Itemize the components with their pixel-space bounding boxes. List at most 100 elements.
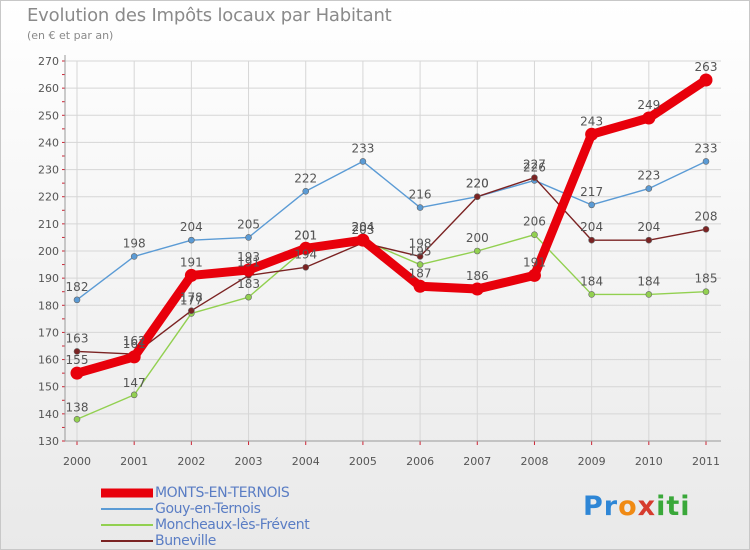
data-label-buneville: 191 bbox=[237, 255, 260, 269]
x-tick-label: 2008 bbox=[520, 455, 548, 468]
data-label-gouy-en-ternois: 220 bbox=[466, 177, 489, 191]
data-label-monts-en-ternois: 193 bbox=[237, 250, 260, 264]
data-point-monts-en-ternois bbox=[184, 268, 198, 282]
series-line-moncheaux-l-s-fr-vent bbox=[76, 234, 707, 420]
data-point-monts-en-ternois bbox=[413, 279, 427, 293]
data-label-buneville: 194 bbox=[294, 247, 317, 261]
data-label-monts-en-ternois: 161 bbox=[123, 337, 146, 351]
data-point-gouy-en-ternois bbox=[188, 236, 195, 244]
data-label-gouy-en-ternois: 204 bbox=[180, 220, 203, 234]
y-tick-label: 260 bbox=[38, 82, 59, 95]
legend-swatch-moncheaux bbox=[101, 524, 153, 526]
data-point-moncheaux-l-s-fr-vent bbox=[73, 415, 81, 423]
data-label-gouy-en-ternois: 222 bbox=[294, 171, 317, 185]
data-point-monts-en-ternois bbox=[470, 282, 484, 296]
data-point-monts-en-ternois bbox=[527, 268, 541, 282]
x-tick-label: 2007 bbox=[463, 455, 491, 468]
data-label-moncheaux-l-s-fr-vent: 138 bbox=[66, 400, 89, 414]
data-point-moncheaux-l-s-fr-vent bbox=[702, 288, 710, 296]
legend-swatch-monts bbox=[101, 488, 153, 498]
y-tick-label: 150 bbox=[38, 381, 59, 394]
data-label-moncheaux-l-s-fr-vent: 200 bbox=[466, 231, 489, 245]
data-point-moncheaux-l-s-fr-vent bbox=[416, 261, 424, 268]
data-label-gouy-en-ternois: 182 bbox=[66, 280, 89, 294]
y-tick-label: 220 bbox=[38, 191, 59, 204]
data-point-gouy-en-ternois bbox=[245, 234, 252, 241]
data-point-buneville bbox=[588, 236, 595, 244]
data-point-monts-en-ternois bbox=[242, 263, 256, 277]
data-point-buneville bbox=[645, 236, 653, 244]
data-label-buneville: 227 bbox=[523, 158, 546, 172]
data-point-moncheaux-l-s-fr-vent bbox=[245, 293, 252, 301]
y-tick-label: 130 bbox=[38, 435, 59, 448]
data-point-monts-en-ternois bbox=[585, 127, 599, 141]
data-point-buneville bbox=[702, 225, 710, 233]
x-tick-label: 2004 bbox=[292, 455, 320, 468]
data-label-moncheaux-l-s-fr-vent: 204 bbox=[351, 220, 374, 234]
data-point-gouy-en-ternois bbox=[302, 187, 310, 195]
data-label-buneville: 220 bbox=[466, 177, 489, 191]
data-label-monts-en-ternois: 155 bbox=[66, 353, 89, 367]
x-tick-label: 2002 bbox=[177, 455, 205, 468]
data-label-monts-en-ternois: 243 bbox=[580, 114, 603, 128]
y-tick-label: 160 bbox=[38, 354, 59, 367]
data-label-monts-en-ternois: 186 bbox=[466, 269, 489, 283]
y-tick-label: 200 bbox=[38, 245, 59, 258]
data-label-monts-en-ternois: 263 bbox=[695, 60, 718, 74]
x-tick-label: 2001 bbox=[120, 455, 148, 468]
data-point-monts-en-ternois bbox=[699, 73, 713, 87]
data-label-moncheaux-l-s-fr-vent: 183 bbox=[237, 277, 260, 291]
y-tick-label: 210 bbox=[38, 218, 59, 231]
data-label-gouy-en-ternois: 226 bbox=[523, 160, 546, 174]
series-line-gouy-en-ternois bbox=[76, 160, 707, 301]
chart-subtitle: (en € et par an) bbox=[27, 29, 114, 42]
chart-title: Evolution des Impôts locaux par Habitant bbox=[27, 5, 392, 26]
legend-label-moncheaux: Moncheaux-lès-Frévent bbox=[155, 517, 310, 533]
data-label-gouy-en-ternois: 217 bbox=[580, 185, 603, 199]
data-point-moncheaux-l-s-fr-vent bbox=[588, 291, 595, 298]
proxiti-logo: Proxiti bbox=[583, 491, 691, 522]
data-label-gouy-en-ternois: 216 bbox=[409, 188, 432, 202]
data-point-gouy-en-ternois bbox=[130, 253, 138, 260]
y-tick-label: 240 bbox=[38, 136, 59, 149]
data-point-monts-en-ternois bbox=[127, 350, 141, 364]
data-label-moncheaux-l-s-fr-vent: 184 bbox=[637, 274, 660, 288]
data-label-moncheaux-l-s-fr-vent: 184 bbox=[580, 274, 603, 288]
x-tick-label: 2011 bbox=[692, 455, 720, 468]
y-tick-label: 270 bbox=[38, 55, 59, 68]
data-point-gouy-en-ternois bbox=[359, 158, 367, 165]
x-tick-label: 2009 bbox=[578, 455, 606, 468]
data-point-buneville bbox=[531, 174, 538, 182]
x-tick-label: 2005 bbox=[349, 455, 377, 468]
data-label-gouy-en-ternois: 205 bbox=[237, 217, 260, 231]
data-label-buneville: 162 bbox=[123, 334, 146, 348]
y-tick-label: 250 bbox=[38, 109, 59, 122]
legend-swatch-gouy bbox=[101, 508, 153, 510]
data-label-buneville: 198 bbox=[409, 236, 432, 250]
y-tick-label: 230 bbox=[38, 164, 59, 177]
data-point-moncheaux-l-s-fr-vent bbox=[531, 231, 538, 239]
data-label-buneville: 204 bbox=[580, 220, 603, 234]
data-point-buneville bbox=[473, 193, 481, 201]
data-point-buneville bbox=[302, 263, 310, 271]
data-label-buneville: 178 bbox=[180, 291, 203, 305]
data-label-moncheaux-l-s-fr-vent: 177 bbox=[180, 293, 203, 307]
data-point-moncheaux-l-s-fr-vent bbox=[645, 291, 653, 298]
data-label-monts-en-ternois: 191 bbox=[523, 255, 546, 269]
y-tick-label: 170 bbox=[38, 326, 59, 339]
data-label-buneville: 208 bbox=[695, 209, 718, 223]
data-point-gouy-en-ternois bbox=[702, 158, 710, 165]
x-tick-label: 2000 bbox=[63, 455, 91, 468]
legend-label-gouy: Gouy-en-Ternois bbox=[155, 501, 261, 517]
series-line-buneville bbox=[76, 177, 707, 355]
x-tick-label: 2010 bbox=[635, 455, 663, 468]
data-label-moncheaux-l-s-fr-vent: 201 bbox=[294, 228, 317, 242]
data-label-monts-en-ternois: 191 bbox=[180, 255, 203, 269]
data-label-moncheaux-l-s-fr-vent: 147 bbox=[123, 376, 146, 390]
data-point-gouy-en-ternois bbox=[588, 201, 595, 209]
x-tick-label: 2003 bbox=[235, 455, 263, 468]
data-label-gouy-en-ternois: 233 bbox=[351, 141, 374, 155]
y-tick-label: 140 bbox=[38, 408, 59, 421]
